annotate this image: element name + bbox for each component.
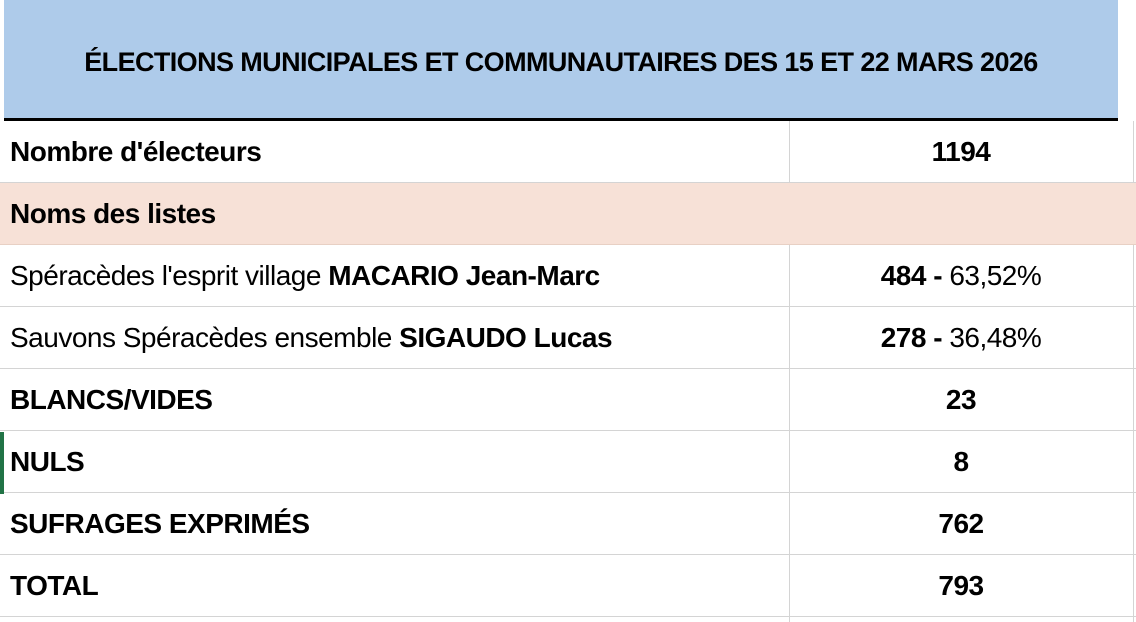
- sheet-title: ÉLECTIONS MUNICIPALES ET COMMUNAUTAIRES …: [84, 46, 1038, 77]
- column-divider: [789, 121, 790, 183]
- column-divider: [1133, 121, 1134, 183]
- lists-header-label: Noms des listes: [10, 197, 216, 229]
- total-row[interactable]: TOTAL 793: [0, 555, 1136, 617]
- lists-header-row[interactable]: Noms des listes: [0, 183, 1136, 245]
- column-divider: [1133, 245, 1134, 622]
- list-percent: 36,48%: [949, 321, 1042, 353]
- blank-votes-value: 23: [945, 383, 977, 415]
- total-label: TOTAL: [10, 569, 99, 601]
- list-votes: 278: [880, 321, 927, 353]
- expressed-votes-value: 762: [938, 507, 984, 539]
- expressed-votes-label: SUFRAGES EXPRIMÉS: [10, 507, 310, 539]
- candidate-name: MACARIO Jean-Marc: [328, 259, 600, 291]
- result-separator: -: [925, 321, 950, 353]
- null-votes-label: NULS: [10, 445, 85, 477]
- total-value: 793: [938, 569, 984, 601]
- voters-label: Nombre d'électeurs: [10, 135, 262, 167]
- null-votes-value: 8: [953, 445, 969, 477]
- list-label: Sauvons Spéracèdes ensemble SIGAUDO Luca…: [10, 307, 613, 368]
- list-result: 484 - 63,52%: [790, 245, 1132, 306]
- blank-votes-row[interactable]: BLANCS/VIDES 23: [0, 369, 1136, 431]
- voters-row[interactable]: Nombre d'électeurs 1194: [0, 121, 1136, 183]
- result-separator: -: [925, 259, 950, 291]
- list-name: Sauvons Spéracèdes ensemble: [10, 321, 400, 353]
- list-result: 278 - 36,48%: [790, 307, 1132, 368]
- title-cell[interactable]: ÉLECTIONS MUNICIPALES ET COMMUNAUTAIRES …: [4, 0, 1118, 121]
- list-name: Spéracèdes l'esprit village: [10, 259, 329, 291]
- list-row[interactable]: Spéracèdes l'esprit village MACARIO Jean…: [0, 245, 1136, 307]
- list-percent: 63,52%: [949, 259, 1042, 291]
- null-votes-row[interactable]: NULS 8: [0, 431, 1136, 493]
- voters-value: 1194: [931, 135, 991, 167]
- blank-votes-label: BLANCS/VIDES: [10, 383, 213, 415]
- candidate-name: SIGAUDO Lucas: [399, 321, 613, 353]
- list-votes: 484: [880, 259, 927, 291]
- row-selection-marker: [0, 432, 4, 494]
- list-row[interactable]: Sauvons Spéracèdes ensemble SIGAUDO Luca…: [0, 307, 1136, 369]
- expressed-votes-row[interactable]: SUFRAGES EXPRIMÉS 762: [0, 493, 1136, 555]
- column-divider: [789, 245, 790, 622]
- list-label: Spéracèdes l'esprit village MACARIO Jean…: [10, 245, 600, 306]
